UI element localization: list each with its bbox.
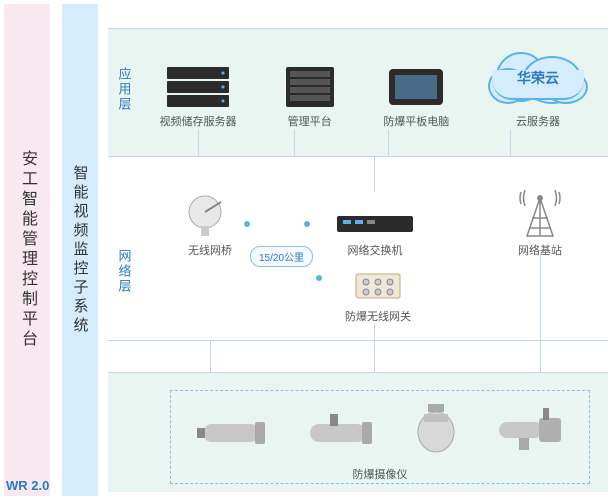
distance-pill: 15/20公里	[250, 246, 313, 267]
storage-icon	[163, 65, 233, 109]
camera-icon-1	[193, 410, 273, 454]
cloud-icon: 华荣云	[488, 50, 588, 105]
net-row1: 无线网桥 网络交换机 网络基站	[160, 184, 590, 258]
tablet-label: 防爆平板电脑	[383, 113, 449, 129]
hline-2	[108, 156, 608, 157]
mgmt-label: 管理平台	[288, 113, 332, 129]
vconn-net-1	[374, 156, 375, 192]
camera-icon-3	[406, 402, 466, 454]
distance-text: 15/20公里	[250, 246, 313, 267]
device-switch: 网络交换机	[315, 210, 435, 258]
vconn-app-2	[294, 130, 295, 156]
cloud-text: 华荣云	[488, 68, 588, 88]
camera-title: 防爆摄像仪	[180, 466, 580, 482]
vconn-app-1	[198, 130, 199, 156]
camera-icon-2	[300, 410, 380, 454]
vconn-net-2	[210, 340, 211, 372]
net-layer-label: 网络层	[115, 249, 134, 294]
camera-row	[180, 402, 580, 454]
hline-4	[108, 372, 608, 373]
hline-1	[108, 28, 608, 29]
device-cloud: 华荣云 云服务器	[478, 50, 598, 129]
dish-icon	[185, 194, 235, 238]
camera-icon-4	[493, 402, 567, 454]
tower-icon	[515, 184, 565, 238]
gateway-icon	[348, 268, 408, 304]
tablet-icon	[387, 65, 445, 109]
wr-version: WR 2.0	[6, 478, 49, 493]
hline-3	[108, 340, 608, 341]
device-tablet: 防爆平板电脑	[371, 65, 461, 129]
vconn-app-3	[388, 130, 389, 156]
app-layer-label-box: 应用层	[112, 54, 136, 124]
device-gateway: 防爆无线网关	[328, 268, 428, 324]
dot-2	[304, 214, 310, 232]
device-mgmt: 管理平台	[265, 65, 355, 129]
vconn-net-3	[374, 324, 375, 372]
left-col-title: 安工智能管理控制平台	[15, 150, 39, 350]
vconn-net-4	[540, 252, 541, 372]
app-row: 视频储存服务器 管理平台 防爆平板电脑 华荣云 云服务器	[148, 50, 598, 129]
device-storage: 视频储存服务器	[148, 65, 248, 129]
mid-col-title: 智能视频监控子系统	[70, 165, 91, 336]
app-layer-label: 应用层	[115, 67, 134, 112]
rack-icon	[284, 65, 336, 109]
cloud-label: 云服务器	[516, 113, 560, 129]
bridge-label: 无线网桥	[188, 242, 232, 258]
storage-label: 视频储存服务器	[160, 113, 237, 129]
vconn-app-4	[510, 130, 511, 156]
dot-3	[316, 268, 322, 286]
mid-system-col: 智能视频监控子系统	[62, 4, 98, 496]
left-platform-col: 安工智能管理控制平台	[4, 4, 50, 496]
switch-icon	[335, 210, 415, 238]
device-tower: 网络基站	[490, 184, 590, 258]
gateway-label: 防爆无线网关	[345, 308, 411, 324]
switch-label: 网络交换机	[348, 242, 403, 258]
dot-1	[244, 214, 250, 232]
net-layer-label-box: 网络层	[112, 236, 136, 306]
